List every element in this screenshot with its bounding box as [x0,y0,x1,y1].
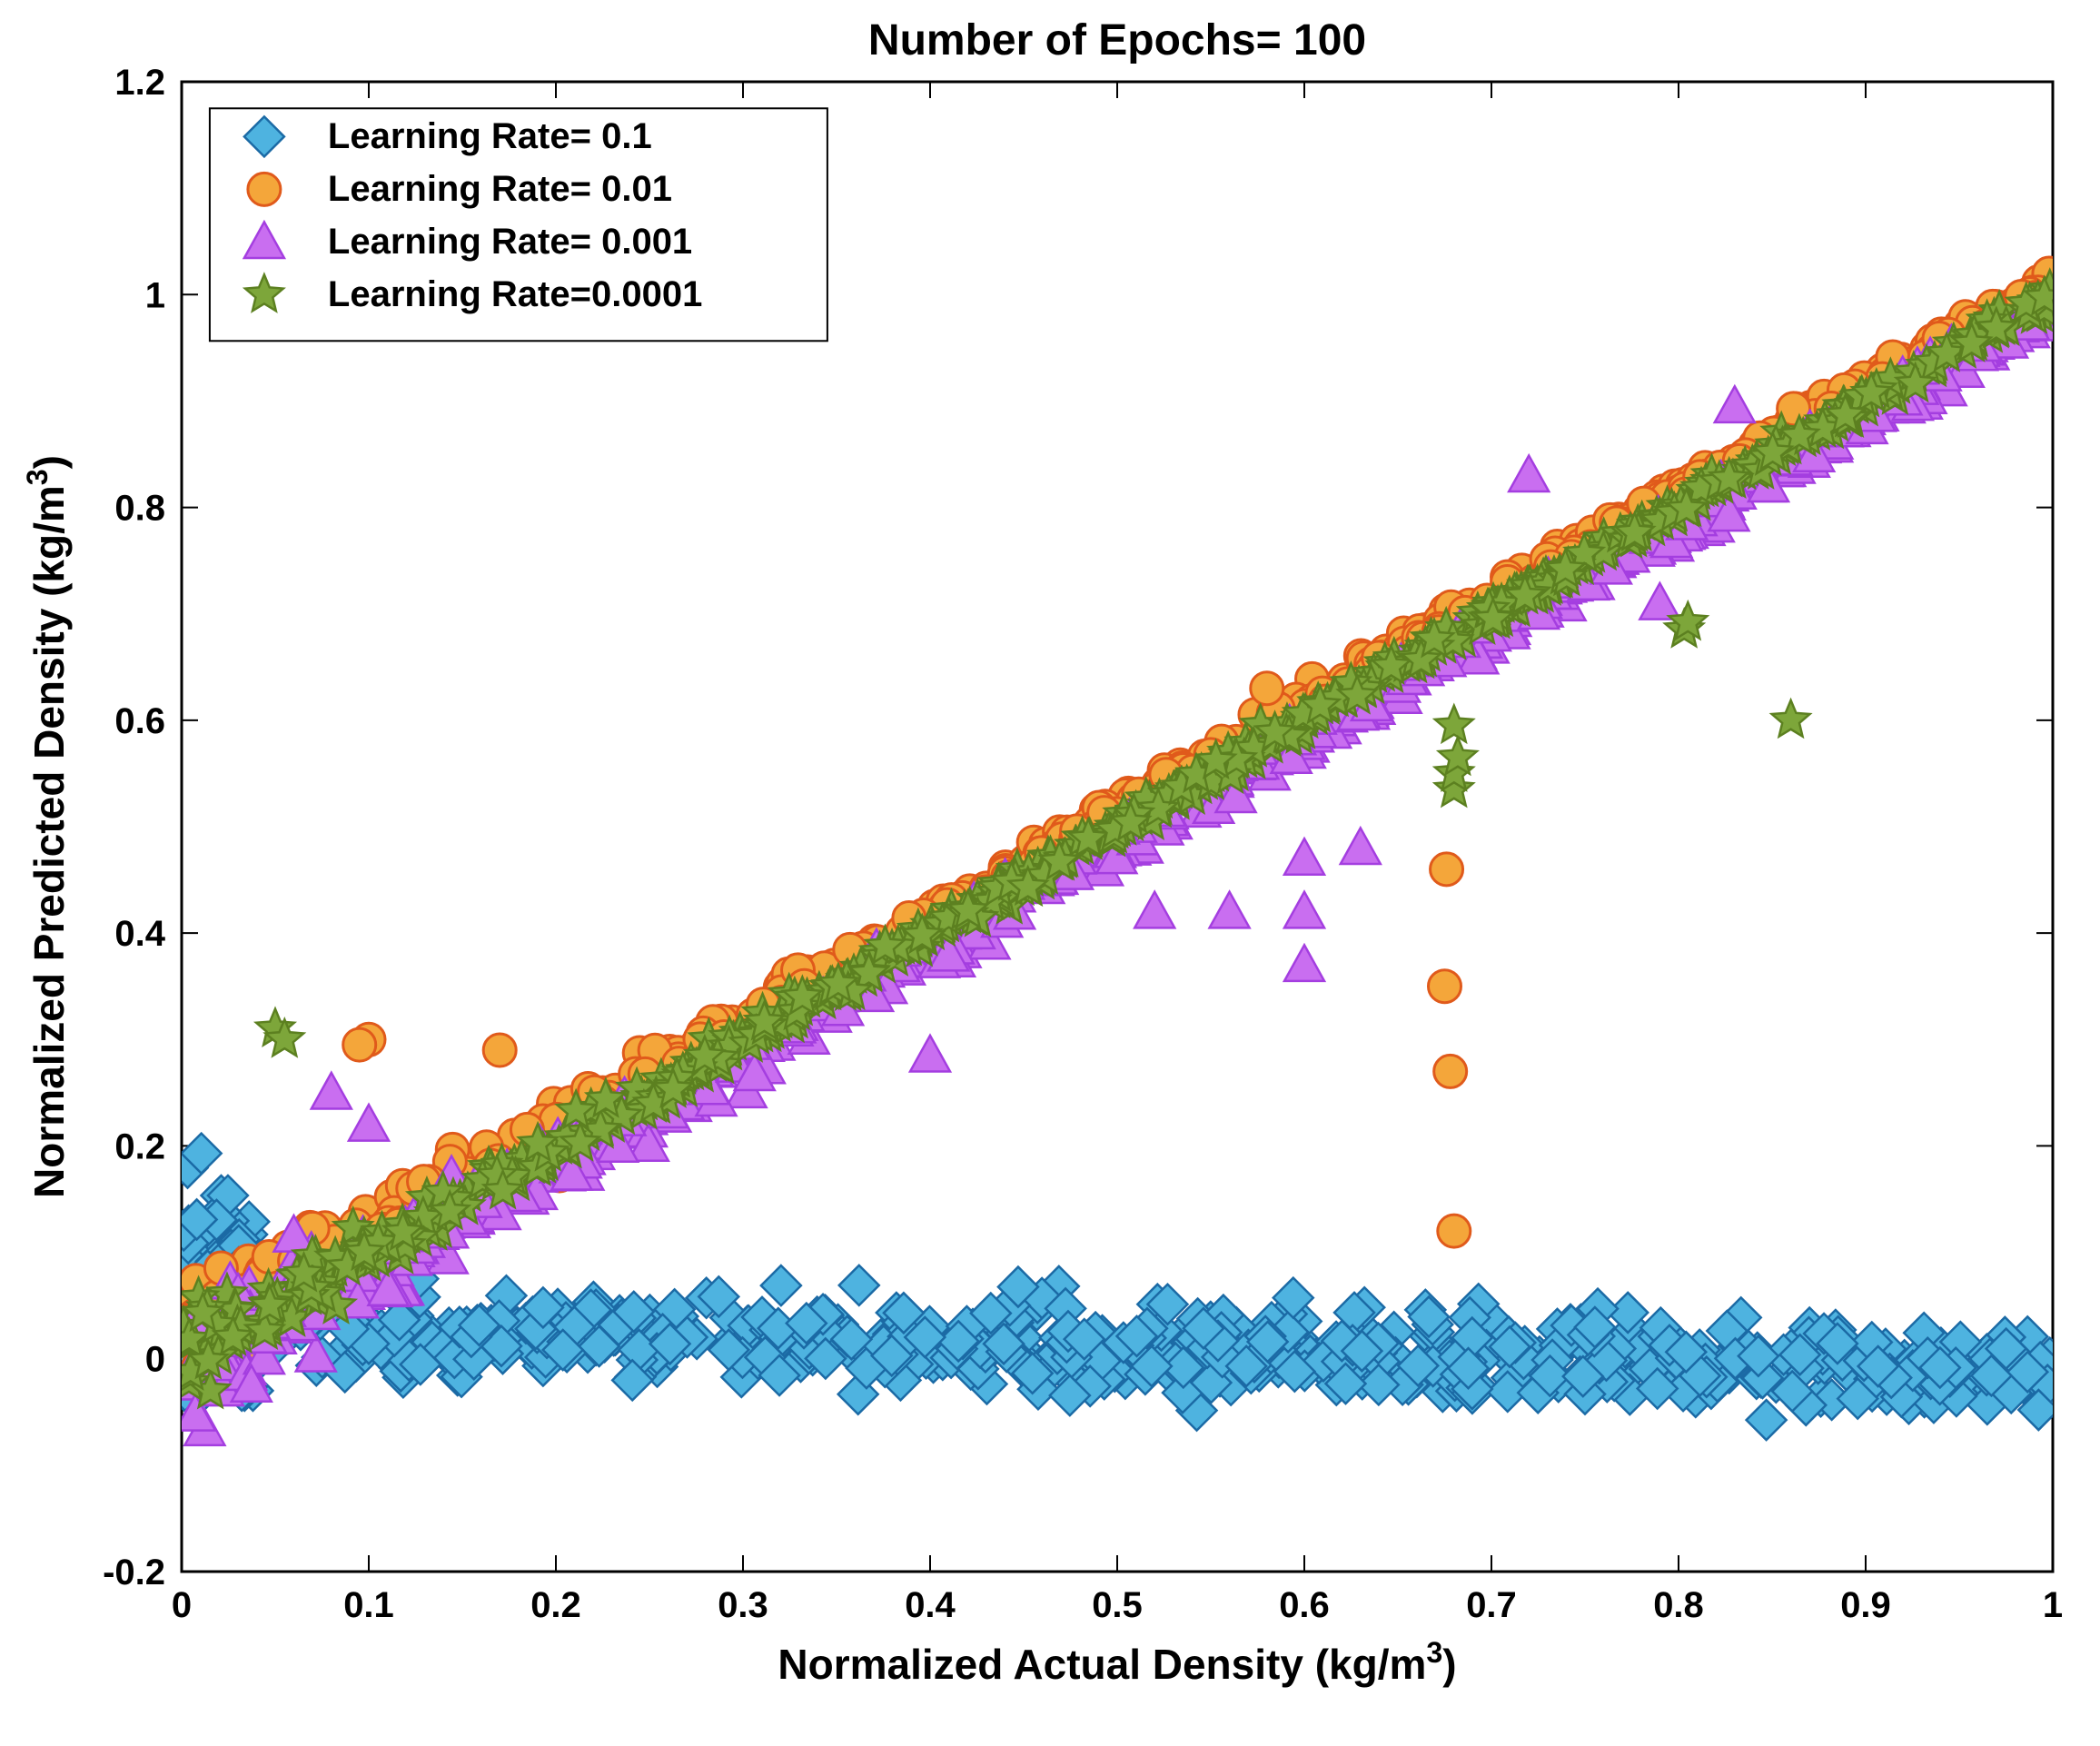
x-tick-label: 0 [172,1585,192,1625]
chart-svg: 00.10.20.30.40.50.60.70.80.91-0.200.20.4… [0,0,2100,1746]
y-tick-label: 0.8 [114,489,165,529]
legend-label: Learning Rate= 0.001 [328,222,692,262]
y-tick-label: -0.2 [103,1553,165,1592]
x-tick-label: 0.2 [530,1585,581,1625]
x-tick-label: 0.4 [905,1585,956,1625]
x-tick-label: 0.5 [1092,1585,1143,1625]
legend-label: Learning Rate= 0.1 [328,116,652,156]
legend-label: Learning Rate=0.0001 [328,274,702,314]
chart-title: Number of Epochs= 100 [868,16,1366,64]
y-tick-label: 1 [145,275,165,315]
y-axis-label: Normalized Predicted Density (kg/m3) [21,455,73,1198]
x-tick-label: 0.3 [718,1585,768,1625]
y-tick-label: 0.6 [114,701,165,741]
scatter-chart: 00.10.20.30.40.50.60.70.80.91-0.200.20.4… [0,0,2100,1746]
x-tick-label: 0.1 [343,1585,394,1625]
x-tick-label: 0.9 [1840,1585,1891,1625]
y-tick-label: 1.2 [114,63,165,103]
y-tick-label: 0 [145,1340,165,1380]
y-tick-label: 0.2 [114,1126,165,1166]
x-tick-label: 0.6 [1279,1585,1330,1625]
x-tick-label: 0.8 [1653,1585,1704,1625]
x-tick-label: 0.7 [1466,1585,1517,1625]
x-tick-label: 1 [2043,1585,2063,1625]
y-tick-label: 0.4 [114,914,165,954]
legend-label: Learning Rate= 0.01 [328,169,672,209]
x-axis-label: Normalized Actual Density (kg/m3) [778,1636,1456,1688]
